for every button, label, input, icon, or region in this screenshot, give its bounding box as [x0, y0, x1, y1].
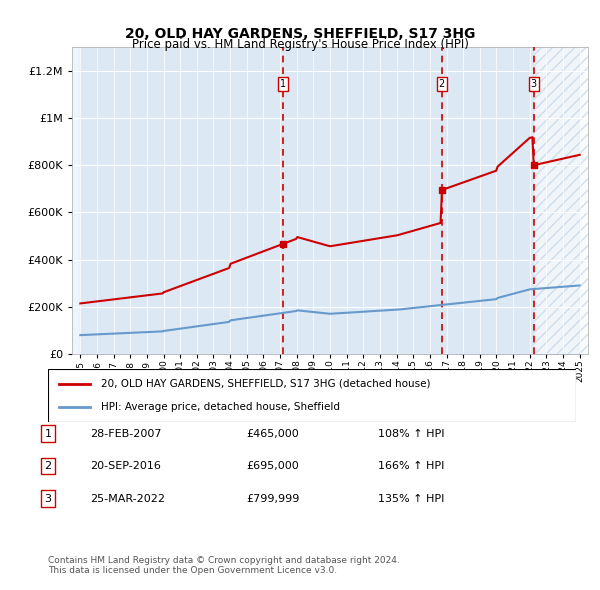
Text: 20-SEP-2016: 20-SEP-2016 [90, 461, 161, 471]
Text: 1: 1 [280, 79, 286, 89]
Text: 2: 2 [44, 461, 52, 471]
Text: 2: 2 [439, 79, 445, 89]
Text: 25-MAR-2022: 25-MAR-2022 [90, 494, 165, 503]
FancyBboxPatch shape [48, 369, 576, 422]
Text: HPI: Average price, detached house, Sheffield: HPI: Average price, detached house, Shef… [101, 402, 340, 412]
Text: 20, OLD HAY GARDENS, SHEFFIELD, S17 3HG: 20, OLD HAY GARDENS, SHEFFIELD, S17 3HG [125, 27, 475, 41]
Text: 28-FEB-2007: 28-FEB-2007 [90, 429, 161, 438]
Text: 108% ↑ HPI: 108% ↑ HPI [378, 429, 445, 438]
Text: Contains HM Land Registry data © Crown copyright and database right 2024.
This d: Contains HM Land Registry data © Crown c… [48, 556, 400, 575]
Text: 3: 3 [44, 494, 52, 503]
Text: 135% ↑ HPI: 135% ↑ HPI [378, 494, 445, 503]
Text: 3: 3 [530, 79, 536, 89]
Text: Price paid vs. HM Land Registry's House Price Index (HPI): Price paid vs. HM Land Registry's House … [131, 38, 469, 51]
Text: £695,000: £695,000 [246, 461, 299, 471]
Text: 1: 1 [44, 429, 52, 438]
Text: 166% ↑ HPI: 166% ↑ HPI [378, 461, 445, 471]
Text: 20, OLD HAY GARDENS, SHEFFIELD, S17 3HG (detached house): 20, OLD HAY GARDENS, SHEFFIELD, S17 3HG … [101, 379, 430, 389]
Bar [533, 47, 588, 354]
Text: £465,000: £465,000 [246, 429, 299, 438]
Text: £799,999: £799,999 [246, 494, 299, 503]
